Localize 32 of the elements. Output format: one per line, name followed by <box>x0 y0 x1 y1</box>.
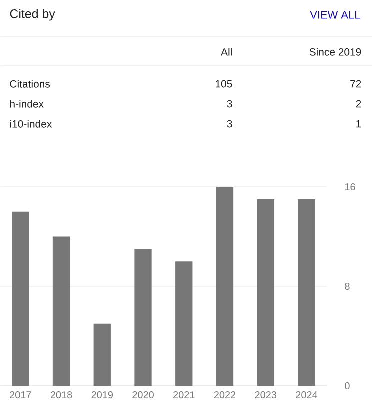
y-tick-label: 0 <box>344 382 350 390</box>
text: 105 <box>216 80 232 88</box>
x-tick-label: 2018 <box>50 392 72 399</box>
bar <box>298 199 316 386</box>
bar <box>257 199 274 386</box>
y-tick-label: 16 <box>345 183 356 191</box>
x-tick-label: 2020 <box>132 392 154 399</box>
text: 2 <box>356 100 361 108</box>
bar <box>134 249 152 386</box>
bar <box>216 187 234 386</box>
x-tick-label: 2023 <box>255 392 276 399</box>
text: 72 <box>350 80 361 88</box>
text: Cited by <box>10 9 56 21</box>
x-tick-label: 2019 <box>92 392 113 399</box>
text: 3 <box>227 120 232 128</box>
y-tick-label: 8 <box>344 282 350 290</box>
text: VIEW ALL <box>310 11 360 19</box>
text: h-index <box>10 100 44 108</box>
bar <box>175 262 193 386</box>
x-tick-label: 2024 <box>296 392 318 399</box>
bar <box>52 236 70 386</box>
bar <box>94 324 111 386</box>
x-tick-label: 2017 <box>10 392 32 399</box>
x-tick-label: 2021 <box>173 392 195 399</box>
text: 1 <box>356 120 361 128</box>
text: i10-index <box>10 120 52 128</box>
text: Since 2019 <box>310 48 361 56</box>
text: All <box>220 48 232 56</box>
text: 3 <box>227 100 232 108</box>
x-tick-label: 2022 <box>214 392 236 399</box>
bar <box>12 212 30 386</box>
text: Citations <box>10 80 50 88</box>
